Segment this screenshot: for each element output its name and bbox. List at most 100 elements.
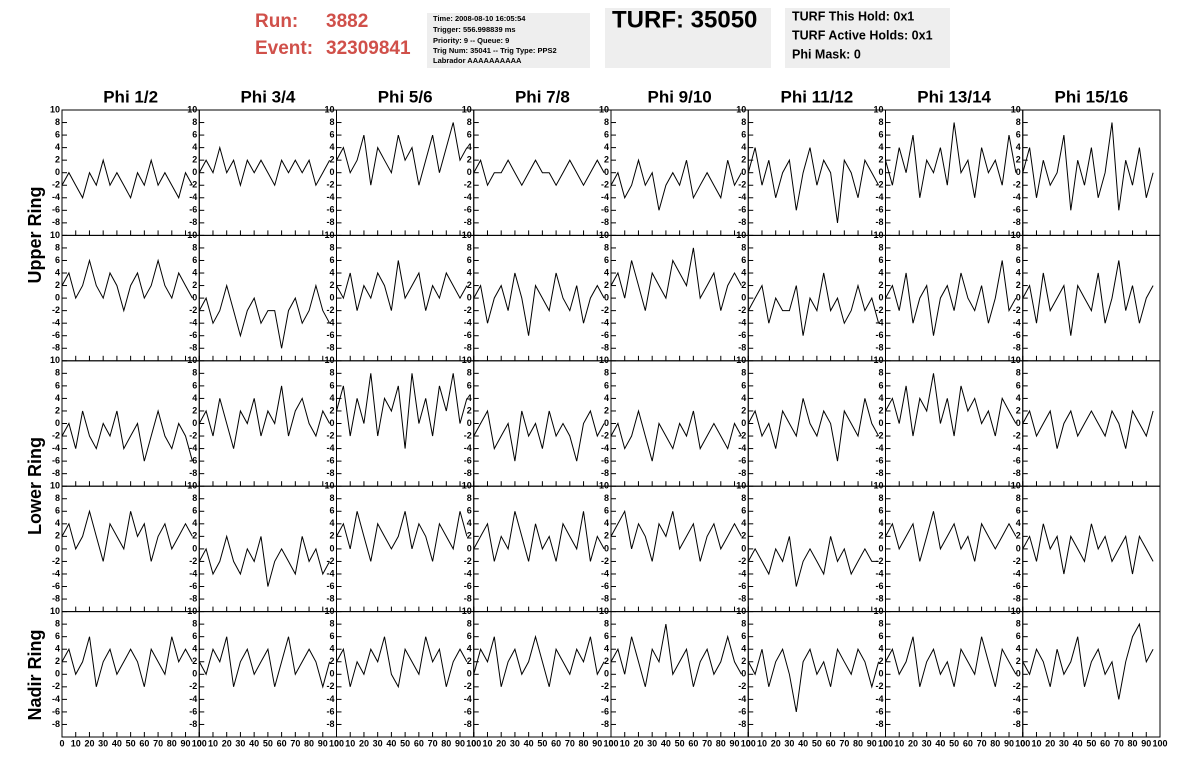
panel-frame [198,234,337,362]
y-tick-label: 0 [741,669,746,679]
x-tick-label: 70 [702,738,712,748]
y-tick-label: 0 [55,167,60,177]
waveform [61,409,193,462]
y-tick-label: 0 [604,167,609,177]
y-tick-label: 4 [55,142,60,152]
y-tick-label: -8 [52,719,60,729]
y-tick-label: -8 [601,719,609,729]
y-tick-label: -2 [52,305,60,315]
y-tick-label: -8 [738,719,746,729]
y-tick-label: 6 [329,631,334,641]
x-tick-label: 30 [373,738,383,748]
y-tick-label: 10 [599,230,609,240]
y-tick-label: 10 [187,104,197,114]
y-tick-label: 8 [467,493,472,503]
y-tick-label: 4 [192,393,197,403]
y-tick-label: 0 [329,543,334,553]
waveform [1022,409,1154,449]
y-tick-label: -2 [738,430,746,440]
x-tick-label: 50 [675,738,685,748]
turf-box [605,8,771,68]
y-tick-label: 2 [55,531,60,541]
x-tick-label: 0 [883,738,888,748]
y-tick-label: 4 [878,267,883,277]
x-tick-label: 90 [1141,738,1151,748]
y-tick-label: -2 [326,180,334,190]
x-tick-label: 50 [400,738,410,748]
x-tick-label: 10 [71,738,81,748]
x-tick-label: 90 [730,738,740,748]
y-tick-label: -2 [464,681,472,691]
x-tick-label: 50 [126,738,136,748]
y-tick-label: -4 [464,568,472,578]
y-tick-label: -2 [52,681,60,691]
waveform [61,158,193,200]
y-tick-label: 4 [329,518,334,528]
x-tick-label: 50 [949,738,959,748]
panel-frame [885,611,1024,738]
y-tick-label: -2 [52,430,60,440]
y-tick-label: 2 [192,155,197,165]
y-tick-label: 4 [604,393,609,403]
y-tick-label: 4 [467,393,472,403]
x-tick-label: 40 [524,738,534,748]
y-tick-label: -2 [464,430,472,440]
y-tick-label: 2 [604,155,609,165]
y-tick-label: 0 [467,292,472,302]
waveform [610,247,742,311]
waveform [336,373,468,449]
y-tick-label: 8 [329,368,334,378]
y-tick-label: -8 [738,343,746,353]
y-tick-label: 2 [878,656,883,666]
y-tick-label: -4 [601,192,609,202]
y-tick-label: -6 [52,455,60,465]
x-tick-label: 90 [1004,738,1014,748]
column-label: Phi 1/2 [103,87,158,106]
y-tick-label: 10 [50,355,60,365]
y-tick-label: -8 [875,343,883,353]
waveform [885,373,1017,437]
y-tick-label: -4 [52,568,60,578]
y-tick-label: 10 [736,355,746,365]
waveform [61,509,193,562]
y-tick-label: 6 [1016,129,1021,139]
y-tick-label: -4 [326,318,334,328]
y-tick-label: -6 [189,205,197,215]
y-tick-label: 6 [192,129,197,139]
waveform [610,158,742,211]
x-tick-label: 100 [192,738,207,748]
y-tick-label: -6 [601,706,609,716]
panel-frame [336,611,475,738]
y-tick-label: -8 [464,719,472,729]
y-tick-label: -2 [326,681,334,691]
y-tick-label: -6 [875,706,883,716]
waveform [61,258,193,313]
y-tick-label: 4 [192,644,197,654]
x-tick-label: 10 [757,738,767,748]
y-tick-label: -8 [601,343,609,353]
y-tick-label: 2 [329,656,334,666]
waveform [747,272,880,336]
y-tick-label: -2 [875,305,883,315]
y-tick-label: 6 [878,380,883,390]
y-tick-label: -6 [738,581,746,591]
waveform [198,385,331,449]
y-tick-label: 2 [1016,531,1021,541]
y-tick-label: -6 [875,330,883,340]
y-tick-label: 0 [604,669,609,679]
y-tick-label: 4 [878,518,883,528]
y-tick-label: 2 [192,531,197,541]
y-tick-label: 0 [192,543,197,553]
y-tick-label: 8 [55,368,60,378]
y-tick-label: -4 [189,443,197,453]
y-tick-label: 6 [604,631,609,641]
x-tick-label: 30 [784,738,794,748]
y-tick-label: -8 [875,593,883,603]
waveform [747,647,880,712]
y-tick-label: -4 [189,694,197,704]
y-tick-label: -2 [738,556,746,566]
y-tick-label: 2 [467,155,472,165]
y-tick-label: -8 [1013,719,1021,729]
waveform [473,409,605,462]
